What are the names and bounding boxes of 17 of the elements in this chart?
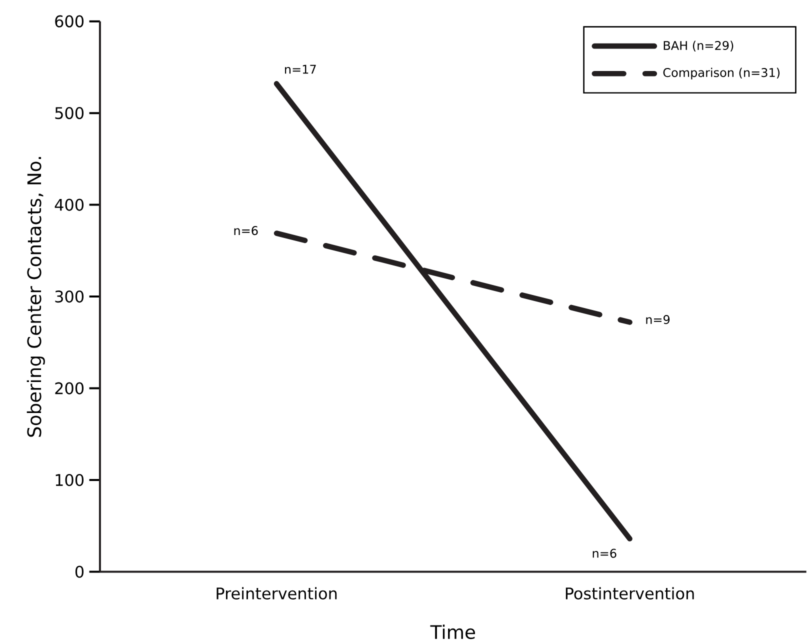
y-tick-label: 100 — [56, 474, 84, 486]
y-tick-label: 300 — [55, 290, 84, 303]
y-tick-label: 400 — [54, 198, 84, 211]
legend-label: Comparison (n=31) — [663, 68, 780, 80]
annotation: n=6 — [234, 226, 258, 236]
x-axis-title: Time — [430, 624, 476, 640]
annotation: n=17 — [285, 64, 316, 74]
y-tick-label: 600 — [55, 15, 84, 28]
y-tick-label: 500 — [55, 106, 84, 120]
x-tick-label: Postintervention — [566, 587, 694, 600]
annotation: n=9 — [646, 314, 670, 324]
y-tick-label: 200 — [55, 382, 84, 394]
annotation: n=6 — [592, 548, 616, 558]
y-tick-label: 0 — [75, 566, 84, 578]
legend-label: BAH (n=29) — [664, 40, 734, 52]
y-axis-title: Sobering Center Contacts, No. — [26, 157, 45, 437]
x-tick-label: Preintervention — [216, 587, 337, 600]
